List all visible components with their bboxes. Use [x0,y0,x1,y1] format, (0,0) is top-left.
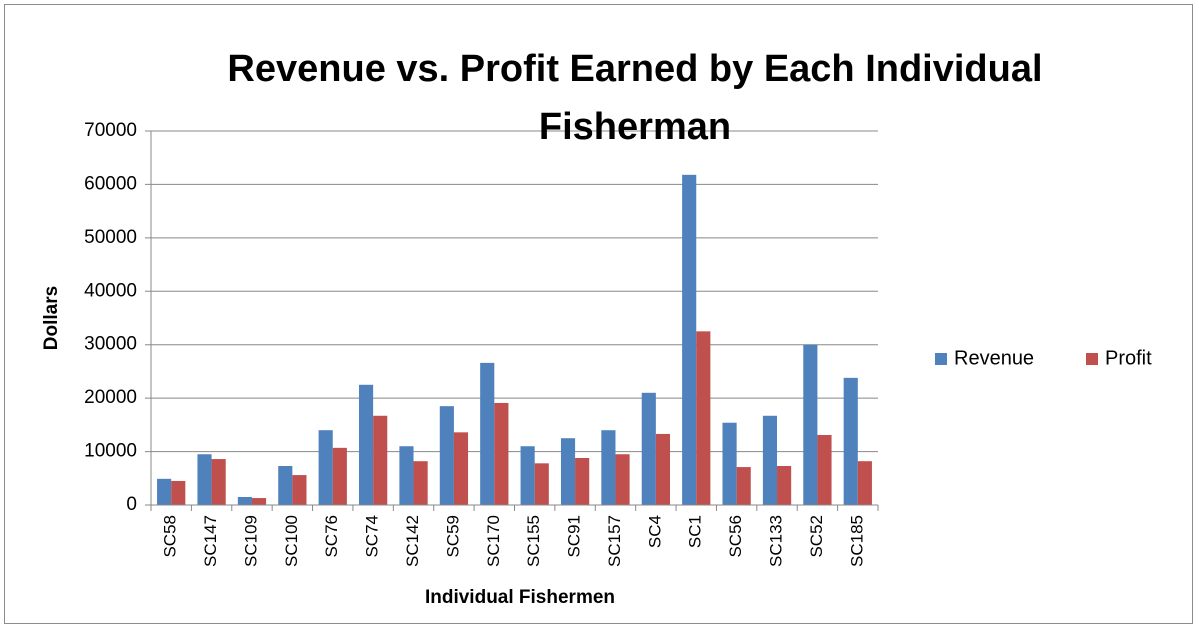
x-tick-label: SC147 [201,515,220,567]
bar [494,402,509,505]
y-tick-label: 70000 [84,120,137,141]
bar [560,438,576,505]
legend-swatch [935,353,947,365]
bar [399,446,414,505]
x-tick-label: SC76 [322,515,341,558]
bar [857,461,872,505]
bar [817,435,832,505]
y-axis-label: Dollars [41,286,62,350]
x-tick-label: SC4 [645,515,664,548]
bar [439,406,454,505]
bar [722,422,737,505]
y-tick-label: 20000 [84,387,137,408]
bar [480,362,495,505]
chart-frame [4,4,1193,624]
x-tick-label: SC52 [807,515,826,558]
bar [197,454,212,505]
legend-label: Revenue [954,347,1034,369]
bar [575,457,590,505]
bar [777,465,792,505]
bar [251,498,267,505]
bar [736,467,751,505]
y-tick-label: 30000 [84,334,137,355]
bar [359,384,374,505]
legend-swatch [1086,353,1098,365]
x-axis-label: Individual Fishermen [425,587,615,608]
x-tick-label: SC56 [726,515,745,558]
x-tick-label: SC1 [686,515,705,548]
bar [655,433,670,505]
bar [641,392,656,505]
x-tick-label: SC157 [605,515,624,567]
x-tick-label: SC133 [767,515,786,567]
y-tick-label: 40000 [84,280,137,301]
bar [601,430,616,505]
x-tick-label: SC91 [565,515,584,558]
bar [211,459,226,505]
bar [762,415,778,505]
x-tick-label: SC155 [524,515,543,567]
x-tick-label: SC74 [363,515,382,558]
y-tick-label: 60000 [84,173,137,194]
bar [373,415,388,505]
chart-title: Revenue vs. Profit Earned by Each Indivi… [227,48,1043,148]
bar [682,174,697,505]
bar [520,446,535,505]
x-tick-label: SC170 [484,515,503,567]
bar [318,430,333,505]
bar [332,447,347,505]
bar [292,475,307,505]
bar [615,454,630,505]
x-tick-label: SC58 [161,515,180,558]
bar [843,377,858,505]
bar [171,480,186,505]
bar [278,465,293,505]
x-tick-label: SC185 [847,515,866,567]
legend-label: Profit [1105,347,1152,369]
y-tick-label: 10000 [84,441,137,462]
bar [413,461,428,505]
bar [803,344,818,505]
y-tick-label: 50000 [84,227,137,248]
bar [453,432,469,505]
x-tick-label: SC109 [241,515,260,567]
x-tick-label: SC59 [443,515,462,558]
bar [157,478,172,505]
bar [237,496,252,505]
x-tick-label: SC142 [403,515,422,567]
bar [696,331,711,505]
x-tick-label: SC100 [282,515,301,567]
bar [534,463,549,505]
y-tick-label: 0 [126,494,137,515]
